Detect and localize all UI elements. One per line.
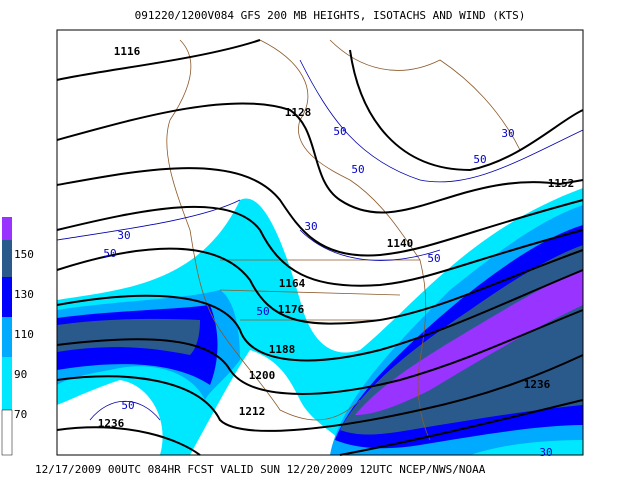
isotach-label: 30 <box>501 127 514 140</box>
height-label: 1188 <box>269 343 296 356</box>
isotach-label: 50 <box>473 153 486 166</box>
coastline <box>259 39 431 441</box>
height-label: 1152 <box>548 177 575 190</box>
isotachs <box>56 59 584 421</box>
height-contour <box>56 247 584 325</box>
isotach <box>56 199 241 241</box>
height-contour <box>56 309 584 395</box>
isotach-label: 30 <box>539 446 552 459</box>
height-label: 1128 <box>285 106 312 119</box>
height-label: 1236 <box>98 417 125 430</box>
isotach <box>89 400 161 421</box>
isotach-label: 50 <box>333 125 346 138</box>
isotach <box>299 59 584 183</box>
shade-150 <box>355 270 583 415</box>
title: 091220/1200V084 GFS 200 MB HEIGHTS, ISOT… <box>135 9 526 22</box>
height-contour <box>56 354 584 432</box>
coastline <box>166 39 361 421</box>
shade-130 <box>57 245 583 435</box>
height-contour <box>56 399 584 456</box>
height-label: 1200 <box>249 369 276 382</box>
color-swatch <box>1 409 13 456</box>
height-contour <box>56 269 584 362</box>
color-swatch <box>2 240 12 277</box>
isotach-label: 30 <box>304 220 317 233</box>
height-label: 1176 <box>278 303 305 316</box>
height-label: 1116 <box>114 45 141 58</box>
isotach-label: 30 <box>117 229 130 242</box>
isotach-label: 50 <box>103 247 116 260</box>
map-frame <box>56 29 584 456</box>
scale-label: 110 <box>14 328 34 341</box>
isotach-label: 50 <box>121 399 134 412</box>
geography <box>166 39 521 441</box>
height-contour <box>56 102 584 214</box>
height-label: 1212 <box>239 405 266 418</box>
scale-label: 90 <box>14 368 27 381</box>
height-contour <box>56 39 261 81</box>
height-label: 1140 <box>387 237 414 250</box>
height-label: 1236 <box>524 378 551 391</box>
scale-label: 130 <box>14 288 34 301</box>
height-contour <box>349 49 584 172</box>
height-label: 1164 <box>279 277 306 290</box>
height-contour <box>56 167 584 257</box>
footer: 12/17/2009 00UTC 084HR FCST VALID SUN 12… <box>35 463 486 476</box>
height-contours <box>56 39 584 456</box>
color-bar <box>1 217 13 456</box>
scale-label: 70 <box>14 408 27 421</box>
coastline <box>329 39 521 151</box>
scale-label: 150 <box>14 248 34 261</box>
height-contour <box>56 205 584 287</box>
isotach-label: 50 <box>427 252 440 265</box>
isotach-label: 50 <box>256 305 269 318</box>
color-swatch <box>2 357 12 410</box>
isotach-shading <box>57 188 583 455</box>
isotach <box>299 229 441 261</box>
color-swatch <box>2 277 12 317</box>
color-swatch <box>2 217 12 240</box>
color-swatch <box>2 317 12 357</box>
isotach-label: 50 <box>351 163 364 176</box>
